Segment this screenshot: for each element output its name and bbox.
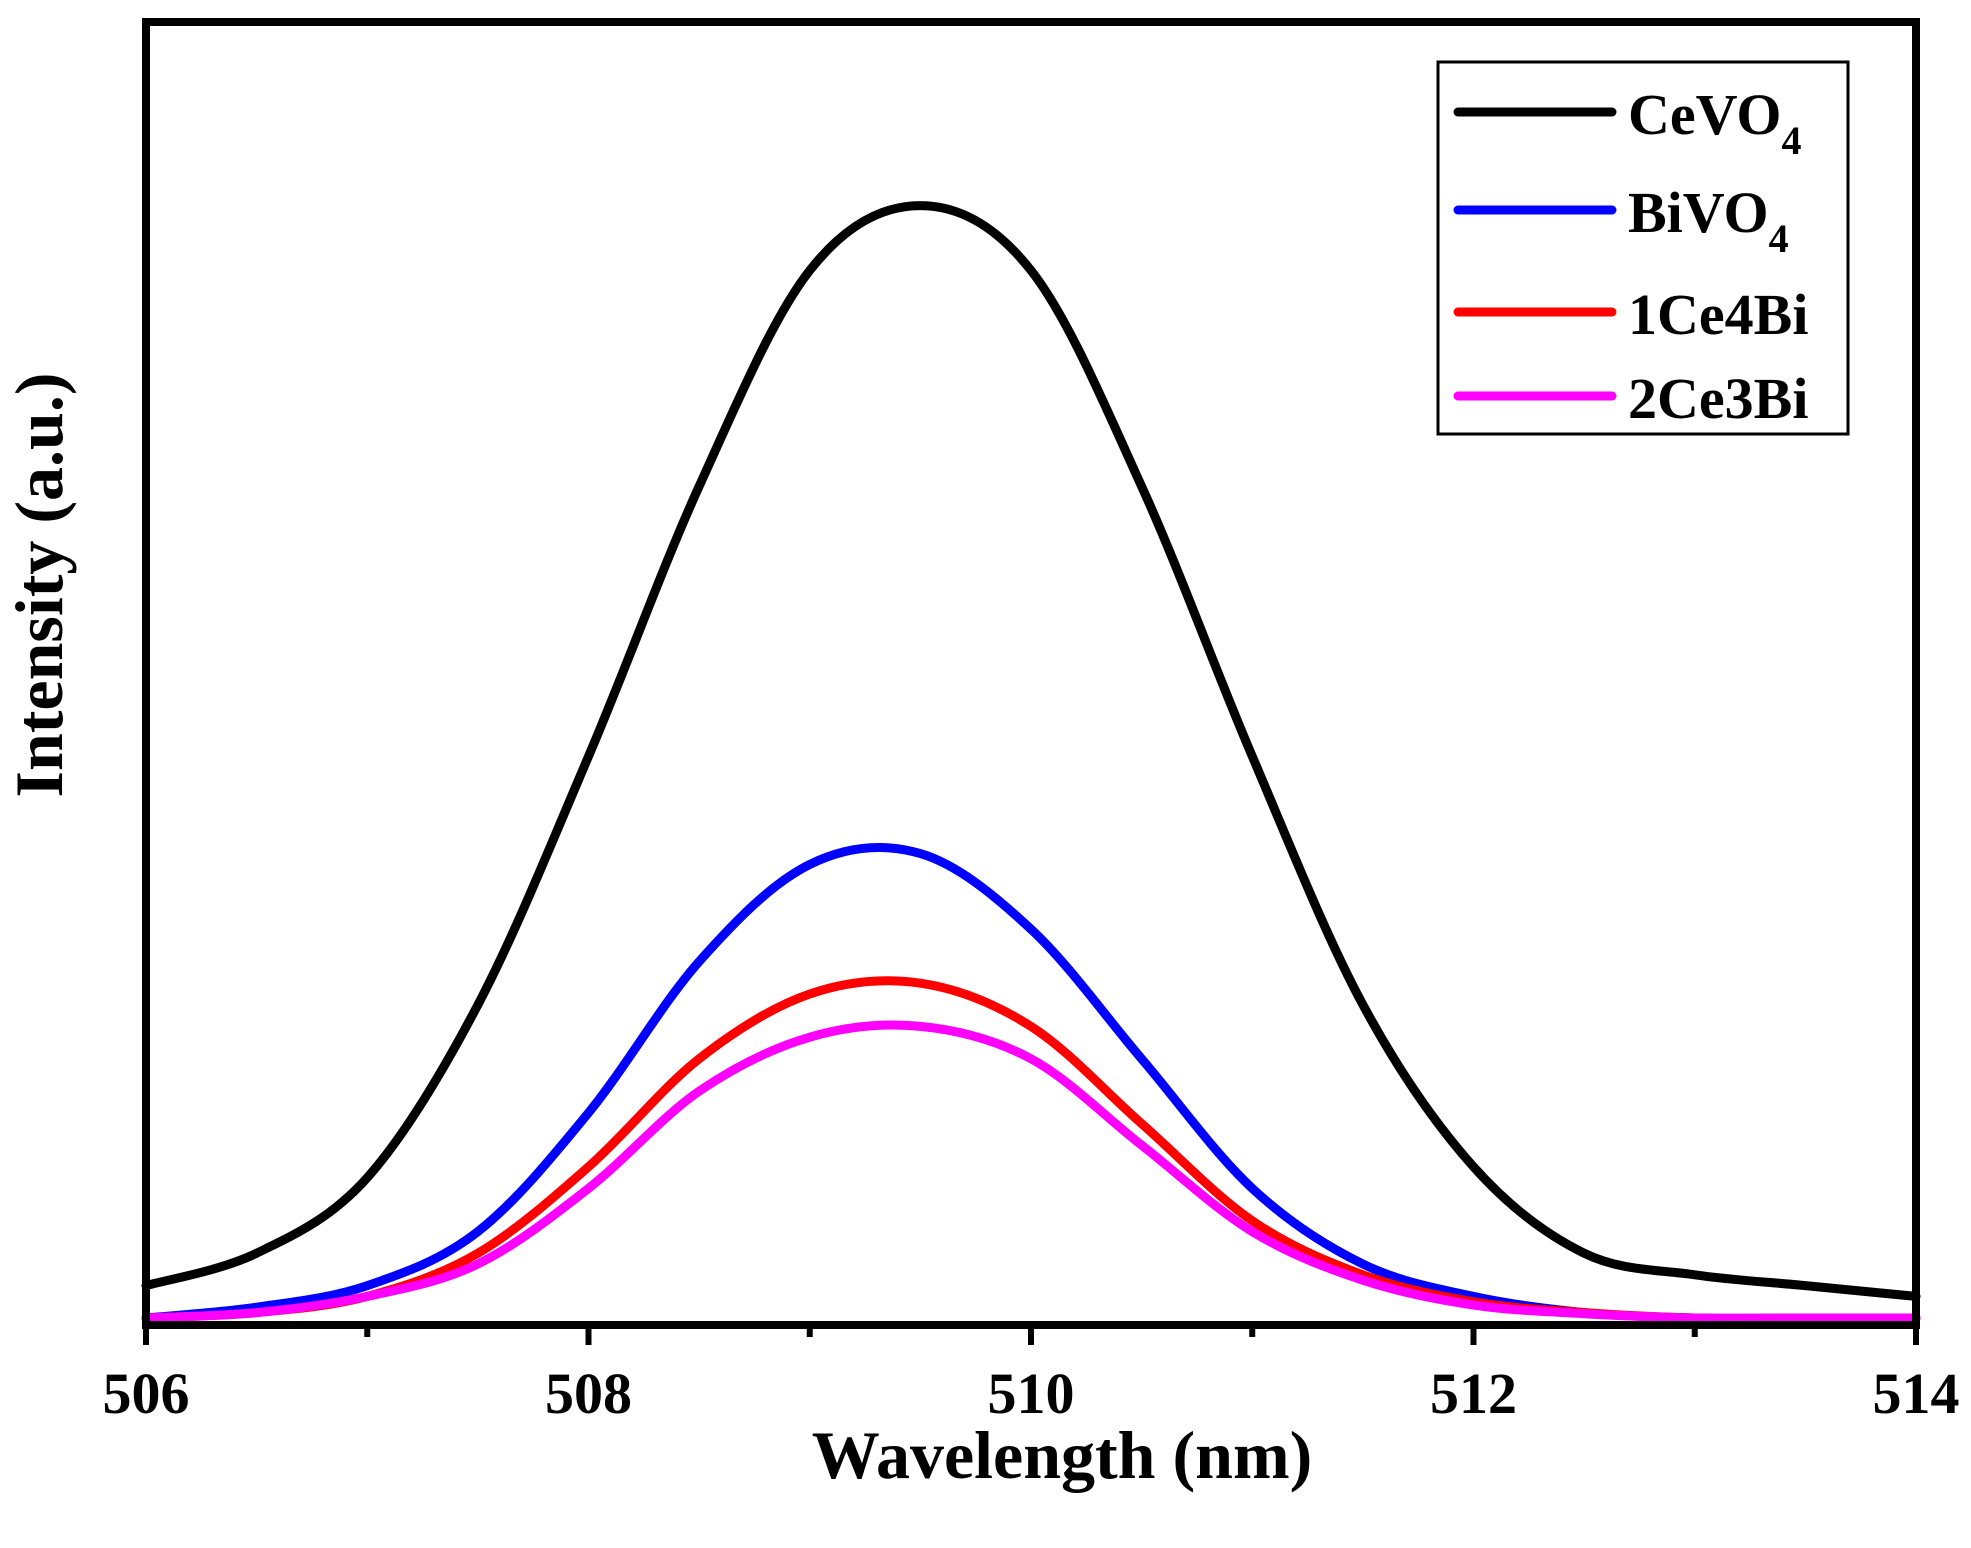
series-layer — [141, 201, 1921, 1323]
x-tick-label: 514 — [1873, 1361, 1960, 1426]
series-line-2ce3bi — [141, 1020, 1921, 1323]
legend-label-subscript: 4 — [1769, 216, 1789, 261]
x-axis-title: Wavelength (nm) — [812, 1417, 1313, 1493]
x-tick-label: 508 — [545, 1361, 632, 1426]
legend-box — [1436, 60, 1850, 436]
series-line-cevo4 — [141, 201, 1921, 1301]
legend-label: 1Ce4Bi — [1628, 282, 1808, 347]
x-tick-label: 506 — [103, 1361, 190, 1426]
x-tick-label: 512 — [1430, 1361, 1517, 1426]
series-line-bivo4 — [141, 843, 1921, 1323]
x-tick-label: 510 — [988, 1361, 1075, 1426]
legend-label-subscript: 4 — [1781, 118, 1801, 163]
x-axis-ticks: 506 508 510 512 514 — [103, 1325, 1960, 1426]
legend-label: 2Ce3Bi — [1628, 366, 1808, 431]
y-axis-title: Intensity (a.u.) — [1, 372, 77, 797]
